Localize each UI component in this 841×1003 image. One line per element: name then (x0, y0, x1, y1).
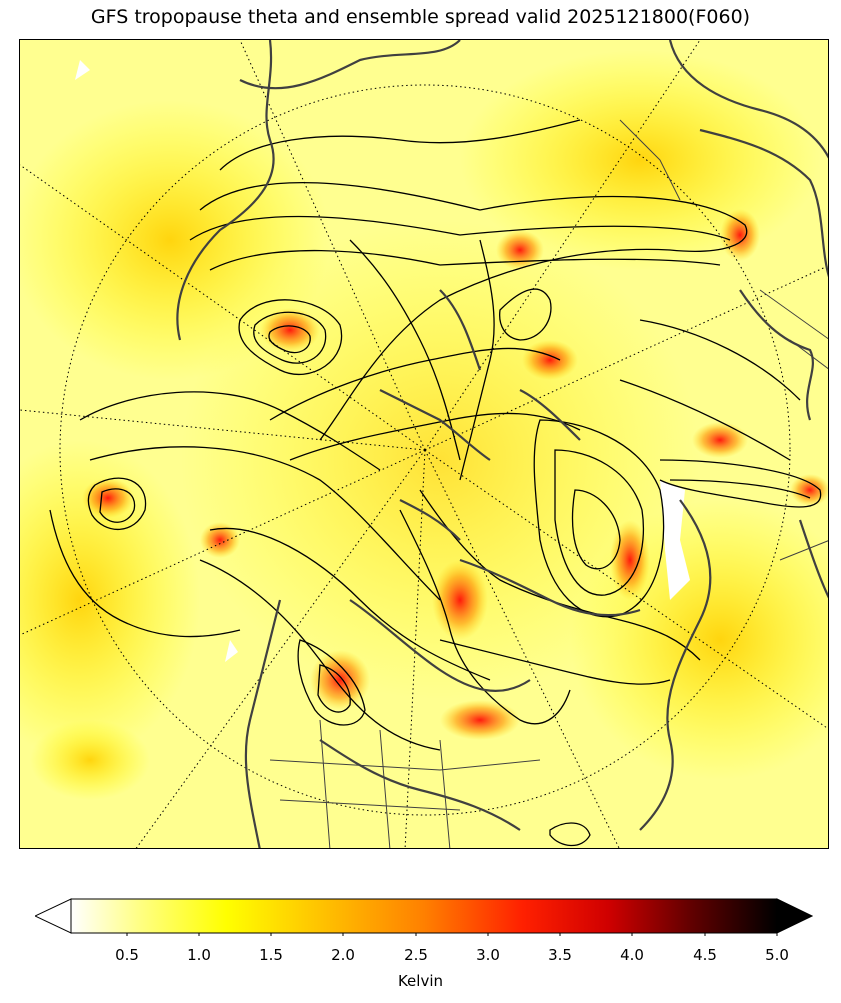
coastlines (176, 40, 828, 848)
colorbar (35, 898, 813, 936)
colorbar-ticks (126, 933, 778, 936)
colorbar-tick-label: 1.5 (259, 946, 283, 964)
colorbar-extend-min (35, 898, 72, 934)
graticule (20, 40, 828, 848)
colorbar-tick-label: 3.0 (476, 946, 500, 964)
colorbar-tick-label: 3.5 (548, 946, 572, 964)
colorbar-gradient (71, 899, 777, 933)
colorbar-tick-label: 4.5 (693, 946, 717, 964)
colorbar-extend-max (776, 898, 813, 934)
theta-contours (49, 119, 822, 847)
colorbar-tick-label: 0.5 (115, 946, 139, 964)
political-borders (269, 119, 828, 848)
map-canvas (20, 40, 828, 848)
colorbar-tick-label: 5.0 (765, 946, 789, 964)
colorbar-tick-label: 2.0 (331, 946, 355, 964)
chart-title: GFS tropopause theta and ensemble spread… (90, 6, 751, 28)
map-panel (19, 39, 829, 849)
colorbar-label: Kelvin (397, 972, 444, 990)
colorbar-tick-label: 2.5 (404, 946, 428, 964)
colorbar-tick-label: 4.0 (620, 946, 644, 964)
colorbar-tick-label: 1.0 (187, 946, 211, 964)
